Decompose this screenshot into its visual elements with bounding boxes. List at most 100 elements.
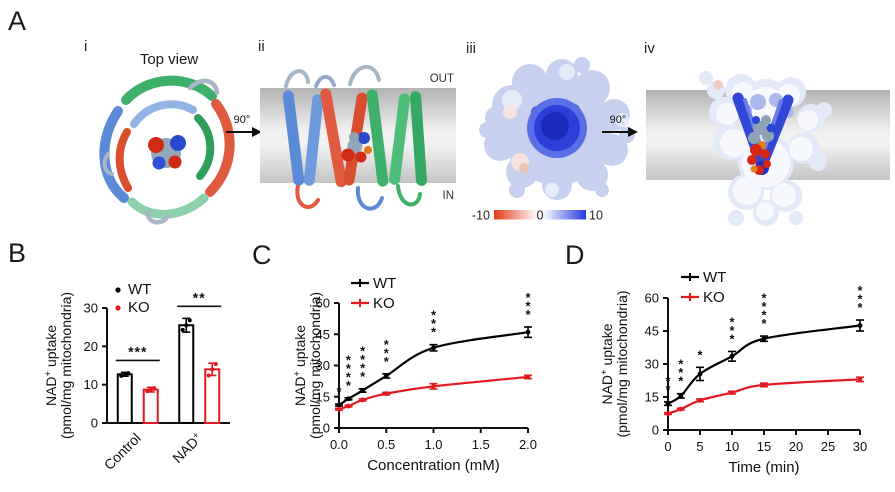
panel-a-iv-label: iv [644, 40, 655, 57]
x-tick-label: 0.0 [330, 437, 348, 452]
significance-star: * [360, 369, 366, 384]
y-tick-label: 20 [84, 339, 98, 354]
y-axis-label-line1: NAD+ uptake [43, 325, 59, 406]
x-tick-label: 2.0 [519, 437, 537, 452]
y-axis-label-line2: (pmol/mg mitochondria) [58, 292, 74, 439]
y-axis-label-line2: (pmol/mg mitochondria) [307, 292, 323, 439]
x-category-label: NAD+ [169, 429, 205, 465]
surface-negative-patch [713, 80, 723, 90]
data-point-WT [697, 371, 703, 377]
y-tick-label: 30 [84, 301, 98, 316]
panel-a-ii-label: ii [258, 38, 265, 55]
x-tick-label: 1.5 [472, 437, 490, 452]
data-point [213, 361, 218, 366]
y-tick-label: 60 [316, 296, 330, 311]
legend-marker-KO [115, 305, 121, 311]
y-tick-label: 0 [323, 421, 330, 436]
panel-c-label: C [252, 240, 272, 270]
bar-WT [178, 324, 195, 424]
data-point-WT [761, 336, 767, 342]
panel-c-line-chart: 0 15 30 45 60 NAD+ uptake (pmol/mg mitochondri… [292, 275, 537, 474]
significance-star: * [665, 382, 671, 397]
significance-star: * [346, 378, 352, 393]
significance-star: * [346, 369, 352, 384]
panel-a-label: A [8, 6, 27, 36]
data-point-KO [336, 406, 342, 412]
rotate-90-annotation-1: 90° [226, 114, 262, 137]
legend-label-WT: WT [128, 281, 151, 298]
data-point-KO [857, 377, 863, 382]
significance-star: * [729, 331, 735, 346]
data-point-KO [383, 391, 389, 397]
significance-star: * [697, 347, 703, 362]
surface-cutaway-side-view-image [646, 71, 890, 226]
transmembrane-helices [282, 88, 427, 188]
data-point [145, 389, 150, 394]
x-tick-label: 25 [821, 439, 835, 454]
x-tick-label: 5 [696, 439, 703, 454]
significance-star: * [525, 290, 531, 305]
y-tick-label: 10 [84, 377, 98, 392]
data-point [206, 373, 211, 378]
significance-star: * [336, 384, 342, 399]
significance-star: * [761, 308, 767, 323]
legend-label-KO: KO [703, 289, 725, 306]
y-tick-label: 45 [316, 327, 330, 342]
data-point-WT [857, 323, 863, 328]
significance-star: * [678, 374, 684, 389]
data-point [187, 318, 192, 323]
panel-d-line-chart: 0 15 30 45 60 NAD+ uptake (pmol/mg mitochondri… [599, 269, 867, 476]
data-point [180, 327, 185, 332]
protein-ribbon-side-view-image: OUT IN [260, 65, 456, 211]
significance-star: * [857, 292, 863, 307]
data-point-KO [525, 374, 531, 380]
significance-stars: *** [128, 343, 147, 359]
significance-star: * [360, 352, 366, 367]
panel-a-iii-label: iii [466, 40, 476, 57]
panel-b-label: B [8, 238, 27, 268]
data-point-KO [761, 382, 767, 388]
y-tick-label: 30 [645, 357, 659, 372]
significance-star: * [729, 323, 735, 338]
y-axis-label-line1: NAD+ uptake [599, 323, 615, 404]
x-tick-label: 0 [664, 439, 671, 454]
colorbar-mid-label: 0 [537, 209, 544, 223]
series-line-WT [338, 331, 529, 407]
data-point-KO [665, 411, 671, 416]
data-point [210, 367, 215, 372]
legend-label-WT: WT [703, 269, 726, 286]
ligand-spheres [148, 135, 186, 170]
data-point [126, 371, 131, 376]
arrow-head-icon [628, 127, 638, 137]
significance-star: * [431, 325, 437, 340]
significance-star: * [431, 316, 437, 331]
data-point-KO [360, 397, 366, 403]
y-tick-label: 45 [645, 324, 659, 339]
data-point-WT [431, 345, 436, 351]
electrostatic-surface-top-view-image: -10 0 10 [472, 57, 635, 223]
membrane-out-label: OUT [430, 73, 454, 85]
y-tick-label: 15 [645, 390, 659, 405]
arrow-head-icon [252, 127, 262, 137]
colorbar-min-label: -10 [472, 209, 490, 223]
surface-light-patches [502, 64, 629, 197]
y-tick-label: 60 [645, 291, 659, 306]
top-view-title: Top view [139, 51, 199, 68]
significance-star: * [360, 360, 366, 375]
data-point-WT [525, 329, 531, 335]
rotate-90-label-2: 90° [610, 114, 627, 126]
bar-KO [204, 368, 221, 425]
x-category-label: Control [101, 430, 144, 473]
significance-star: * [665, 373, 671, 388]
bar-WT [116, 373, 133, 424]
ligand-spheres [341, 132, 372, 163]
significance-star: * [761, 316, 767, 331]
x-tick-label: 20 [789, 439, 803, 454]
y-tick-label: 0 [91, 416, 98, 431]
protein-ribbon-top-view-image [99, 75, 235, 225]
significance-stars: ** [193, 289, 206, 305]
data-point [122, 372, 127, 377]
significance-star: * [525, 298, 531, 313]
significance-star: * [525, 307, 531, 322]
